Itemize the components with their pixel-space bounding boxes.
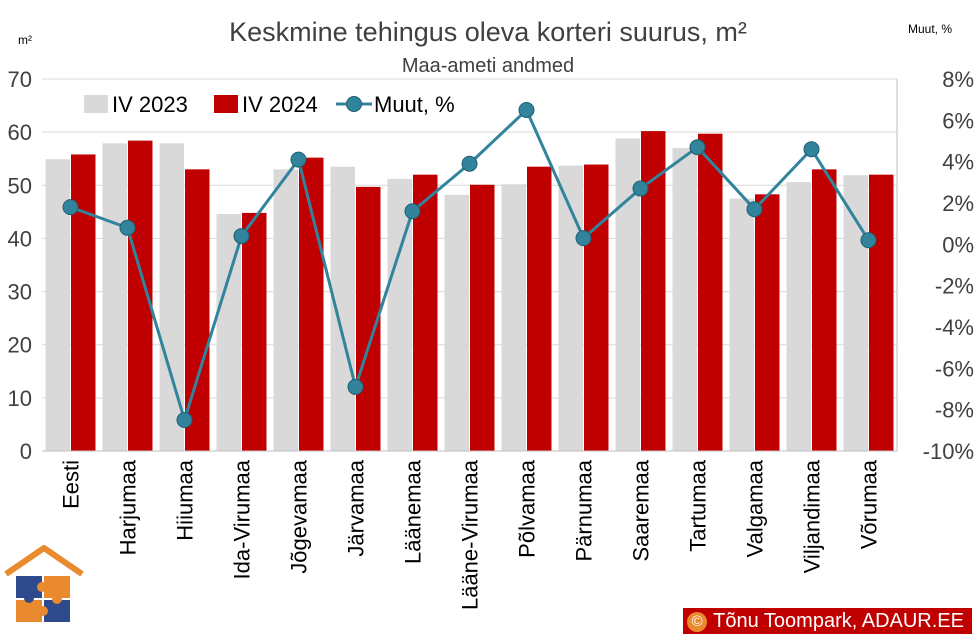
bar-iv-2023-5 bbox=[330, 166, 355, 451]
left-tick-label: 0 bbox=[20, 439, 32, 464]
chart-title: Keskmine tehingus oleva korteri suurus, … bbox=[229, 17, 747, 47]
change-point-0 bbox=[62, 199, 79, 216]
bar-iv-2023-12 bbox=[729, 198, 754, 451]
bar-iv-2024-12 bbox=[755, 194, 780, 451]
change-point-5 bbox=[347, 378, 364, 395]
bar-iv-2023-4 bbox=[273, 169, 298, 452]
legend-label-iv-2024: IV 2024 bbox=[242, 92, 318, 117]
change-point-2 bbox=[176, 412, 193, 428]
axis-lines bbox=[42, 79, 898, 452]
left-axis-unit: m² bbox=[18, 33, 32, 47]
category-label: Põlvamaa bbox=[515, 459, 540, 558]
left-tick-label: 30 bbox=[8, 280, 32, 305]
category-label: Hiiumaa bbox=[173, 459, 198, 540]
bar-iv-2023-8 bbox=[501, 184, 526, 452]
change-point-1 bbox=[119, 219, 136, 236]
left-tick-label: 40 bbox=[8, 226, 32, 251]
category-label: Tartumaa bbox=[686, 459, 711, 551]
category-label: Viljandimaa bbox=[800, 459, 825, 573]
bar-iv-2023-1 bbox=[102, 143, 127, 451]
change-point-13 bbox=[803, 141, 820, 158]
legend-marker-muut bbox=[346, 96, 362, 112]
right-tick-label: 8% bbox=[942, 67, 974, 92]
bar-iv-2024-0 bbox=[71, 154, 96, 451]
copyright-badge: © Tõnu Toompark, ADAUR.EE bbox=[683, 608, 972, 634]
right-axis-ticks: -10% -8% -6% -4% -2% 0% 2% 4% 6% 8% bbox=[923, 67, 974, 464]
bar-iv-2024-4 bbox=[299, 157, 324, 451]
left-tick-label: 60 bbox=[8, 120, 32, 145]
chart-subtitle: Maa-ameti andmed bbox=[402, 55, 574, 77]
legend-label-iv-2023: IV 2023 bbox=[112, 92, 188, 117]
right-tick-label: 0% bbox=[942, 232, 974, 257]
bars bbox=[45, 131, 894, 452]
change-line bbox=[62, 102, 877, 428]
bar-iv-2023-7 bbox=[444, 194, 469, 451]
gridlines bbox=[42, 78, 897, 399]
credit-text: Tõnu Toompark, ADAUR.EE bbox=[713, 610, 964, 632]
category-label: Harjumaa bbox=[116, 459, 141, 555]
category-labels: Eesti Harjumaa Hiiumaa Ida-Virumaa Jõgevamaa… bbox=[59, 459, 882, 610]
legend: IV 2023 IV 2024 Muut, % bbox=[70, 86, 465, 122]
copyright-icon: © bbox=[687, 612, 708, 632]
change-point-9 bbox=[575, 230, 592, 247]
category-label: Valgamaa bbox=[743, 459, 768, 557]
right-tick-label: -8% bbox=[935, 398, 974, 423]
change-point-10 bbox=[632, 180, 649, 197]
legend-swatch-iv-2023 bbox=[84, 95, 108, 113]
left-axis-ticks: 0 10 20 30 40 50 60 70 bbox=[8, 67, 32, 464]
category-label: Lääne-Virumaa bbox=[458, 459, 483, 610]
bar-iv-2023-9 bbox=[558, 165, 583, 451]
bar-iv-2023-13 bbox=[786, 182, 811, 451]
bar-iv-2024-6 bbox=[413, 174, 438, 451]
bar-iv-2023-14 bbox=[843, 175, 868, 451]
category-label: Järvamaa bbox=[344, 459, 369, 556]
right-tick-label: -2% bbox=[935, 274, 974, 299]
legend-label-muut: Muut, % bbox=[374, 92, 455, 117]
puzzle-house-logo bbox=[4, 545, 84, 622]
left-tick-label: 10 bbox=[8, 386, 32, 411]
change-point-8 bbox=[518, 102, 535, 118]
category-label: Ida-Virumaa bbox=[230, 459, 255, 579]
category-label: Saaremaa bbox=[629, 459, 654, 561]
right-axis-unit: Muut, % bbox=[908, 22, 952, 36]
right-tick-label: 4% bbox=[942, 150, 974, 175]
left-tick-label: 20 bbox=[8, 333, 32, 358]
legend-swatch-iv-2024 bbox=[214, 95, 238, 113]
change-point-6 bbox=[404, 203, 421, 220]
legend-background bbox=[70, 86, 465, 122]
left-tick-label: 50 bbox=[8, 173, 32, 198]
category-label: Eesti bbox=[59, 460, 84, 509]
right-tick-label: -6% bbox=[935, 356, 974, 381]
bar-iv-2024-13 bbox=[812, 169, 837, 452]
bar-iv-2024-7 bbox=[470, 184, 495, 452]
right-tick-label: -10% bbox=[923, 439, 974, 464]
right-tick-label: -4% bbox=[935, 315, 974, 340]
change-point-14 bbox=[860, 232, 877, 249]
bar-iv-2024-9 bbox=[584, 164, 609, 451]
change-point-7 bbox=[461, 155, 478, 172]
left-tick-label: 70 bbox=[8, 67, 32, 92]
category-label: Võrumaa bbox=[857, 459, 882, 549]
change-point-12 bbox=[746, 201, 763, 218]
bar-iv-2024-14 bbox=[869, 174, 894, 451]
right-tick-label: 2% bbox=[942, 191, 974, 216]
bar-iv-2023-11 bbox=[672, 148, 697, 452]
change-point-4 bbox=[290, 151, 307, 168]
bar-iv-2024-8 bbox=[527, 166, 552, 451]
category-label: Jõgevamaa bbox=[287, 459, 312, 574]
right-tick-label: 6% bbox=[942, 108, 974, 133]
change-point-11 bbox=[689, 139, 706, 156]
bar-iv-2024-3 bbox=[242, 212, 267, 451]
category-label: Pärnumaa bbox=[572, 459, 597, 561]
change-point-3 bbox=[233, 228, 250, 245]
category-label: Läänemaa bbox=[401, 459, 426, 564]
bar-iv-2024-11 bbox=[698, 133, 723, 452]
